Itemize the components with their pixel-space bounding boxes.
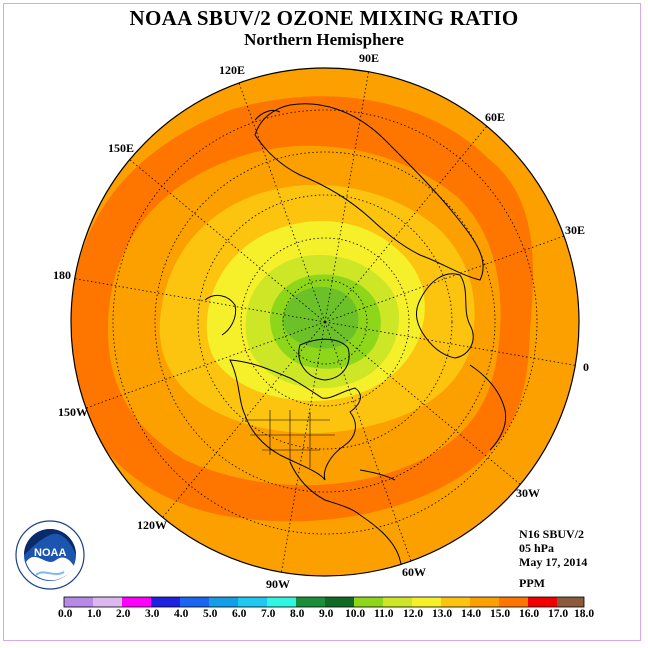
colorbar-tick: 12.0 <box>403 608 424 620</box>
map-title: NOAA SBUV/2 OZONE MIXING RATIO <box>129 6 519 30</box>
colorbar-tick: 2.0 <box>116 608 131 620</box>
colorbar-tick: 11.0 <box>374 608 394 620</box>
lon-label-30e: 30E <box>565 223 586 237</box>
noaa-logo-text: NOAA <box>34 547 67 559</box>
colorbar-tick: 1.0 <box>87 608 102 620</box>
colorbar-swatch <box>267 597 296 607</box>
map-border <box>70 67 580 577</box>
lon-label-30w: 30W <box>516 486 540 500</box>
colorbar-swatch <box>296 597 325 607</box>
lon-label-120e: 120E <box>219 63 246 77</box>
lon-label-180: 180 <box>53 268 71 282</box>
colorbar-swatch <box>557 597 584 607</box>
colorbar-tick: 3.0 <box>145 608 160 620</box>
colorbar-swatch <box>151 597 180 607</box>
colorbar-tick: 14.0 <box>461 608 482 620</box>
plot-frame <box>3 3 641 641</box>
colorbar-tick: 10.0 <box>345 608 366 620</box>
date-label: May 17, 2014 <box>519 555 588 569</box>
colorbar-tick: 6.0 <box>232 608 247 620</box>
lon-label-150e: 150E <box>108 141 135 155</box>
colorbar-swatch <box>93 597 122 607</box>
colorbar-tick: 13.0 <box>432 608 453 620</box>
lon-label-120w: 120W <box>137 518 167 532</box>
colorbar-tick: 15.0 <box>490 608 511 620</box>
colorbar-swatch <box>122 597 151 607</box>
colorbar-swatch <box>470 597 499 607</box>
lon-label-0: 0 <box>583 360 589 374</box>
colorbar-swatch <box>64 597 93 607</box>
colorbar-swatch <box>441 597 470 607</box>
colorbar-tick: 17.0 <box>548 608 569 620</box>
lon-label-90w: 90W <box>266 577 290 591</box>
latitude-circles <box>112 109 538 535</box>
colorbar-swatch <box>325 597 354 607</box>
colorbar-swatch <box>180 597 209 607</box>
colorbar-tick: 7.0 <box>261 608 276 620</box>
colorbar-tick: 8.0 <box>290 608 305 620</box>
colorbar-swatch <box>209 597 238 607</box>
noaa-logo <box>15 520 85 590</box>
lon-label-60w: 60W <box>402 565 426 579</box>
colorbar-tick: 18.0 <box>574 608 595 620</box>
coastlines <box>204 103 507 576</box>
lon-label-150w: 150W <box>58 405 88 419</box>
colorbar-swatch <box>528 597 557 607</box>
colorbar-swatch <box>238 597 267 607</box>
colorbar-tick: 5.0 <box>203 608 218 620</box>
instrument-label: N16 SBUV/2 <box>519 527 585 541</box>
band-9-10 <box>282 286 359 349</box>
level-label: 05 hPa <box>519 541 555 555</box>
colorbar-tick: 9.0 <box>319 608 334 620</box>
colorbar <box>63 596 585 608</box>
lon-label-60e: 60E <box>485 110 506 124</box>
colorbar-tick: 0.0 <box>58 608 73 620</box>
colorbar-swatch <box>383 597 412 607</box>
meridians <box>71 68 579 576</box>
colorbar-swatch <box>412 597 441 607</box>
colorbar-tick: 16.0 <box>519 608 540 620</box>
lon-label-90e: 90E <box>359 51 380 65</box>
colorbar-swatch <box>354 597 383 607</box>
units-label: PPM <box>519 576 545 590</box>
ozone-field <box>71 68 579 576</box>
colorbar-swatch <box>499 597 528 607</box>
map-subtitle: Northern Hemisphere <box>244 30 404 49</box>
colorbar-tick: 4.0 <box>174 608 189 620</box>
